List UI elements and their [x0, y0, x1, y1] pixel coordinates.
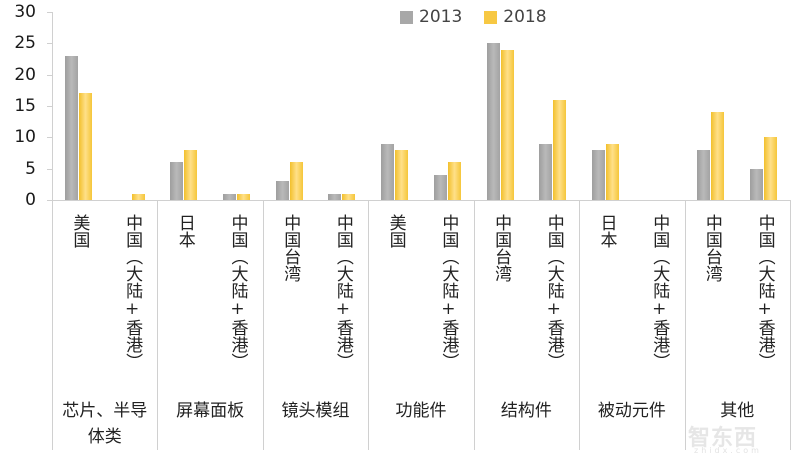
bar-2018 — [395, 149, 409, 200]
bar-2013 — [275, 181, 289, 200]
group-label: 被动元件 — [579, 398, 684, 424]
legend-swatch-2013 — [400, 10, 413, 24]
bar-2018 — [78, 93, 92, 200]
sub-category-label: 中国（大陆+香港） — [649, 214, 670, 370]
y-tick-mark — [47, 106, 52, 107]
sub-category-label: 中国台湾 — [491, 214, 512, 282]
sub-category-label: 日本 — [596, 214, 617, 248]
group-label: 屏幕面板 — [157, 398, 262, 424]
bar-2018 — [606, 143, 619, 200]
bar-2013 — [486, 43, 500, 200]
sub-category-label: 中国（大陆+香港） — [122, 214, 143, 370]
legend-swatch-2018 — [484, 10, 498, 24]
bar-2018 — [131, 193, 145, 200]
bar-2013 — [433, 174, 447, 200]
y-tick-mark — [47, 12, 52, 13]
bar-2013 — [697, 149, 711, 200]
group-separator — [579, 200, 581, 450]
legend-label-2018: 2018 — [503, 7, 547, 27]
group-label-line: 芯片、半导 — [62, 401, 148, 421]
y-tick-mark — [47, 74, 52, 76]
y-tick-label: 5 — [25, 158, 36, 179]
group-label-line: 屏幕面板 — [176, 401, 245, 421]
group-separator — [684, 200, 686, 450]
y-tick-mark — [47, 43, 52, 45]
sub-category-label: 中国（大陆+香港） — [543, 214, 564, 370]
y-tick-mark — [47, 168, 52, 170]
legend-item-2018: 2018 — [484, 7, 547, 27]
bar-2013 — [592, 149, 605, 200]
group-label: 其他 — [685, 398, 790, 424]
bar-2013 — [223, 193, 236, 200]
bar-2013 — [328, 193, 342, 200]
y-tick-mark — [47, 137, 52, 139]
group-separator — [790, 200, 791, 450]
legend-item-2013: 2013 — [400, 7, 462, 27]
y-tick-label: 15 — [14, 96, 36, 116]
group-separator — [473, 200, 475, 450]
bar-2018 — [711, 112, 725, 200]
bar-2018 — [184, 149, 198, 200]
group-label-line: 其他 — [720, 401, 755, 421]
legend: 2013 2018 — [400, 7, 561, 27]
sub-category-label: 中国（大陆+香港） — [438, 214, 459, 370]
y-tick-label: 25 — [14, 33, 36, 54]
bar-2013 — [170, 162, 184, 200]
group-separator — [52, 200, 53, 450]
y-tick-label: 30 — [14, 2, 36, 22]
sub-category-label: 美国 — [69, 214, 90, 248]
watermark-logo: 智东西 — [688, 426, 758, 451]
sub-category-label: 中国（大陆+香港） — [332, 214, 353, 370]
sub-category-label: 中国（大陆+香港） — [754, 214, 775, 370]
group-label: 功能件 — [368, 398, 473, 424]
group-label-line: 体类 — [87, 427, 122, 447]
group-label: 芯片、半导 体类 — [44, 398, 165, 450]
group-label-line: 功能件 — [395, 401, 447, 421]
bar-2013 — [539, 143, 553, 200]
bar-2018 — [447, 162, 461, 200]
bar-2013 — [64, 55, 78, 200]
bar-2018 — [237, 193, 250, 200]
bar-2018 — [500, 49, 514, 200]
x-axis-line — [52, 200, 790, 201]
watermark-url: zhidx.com — [694, 446, 762, 455]
sub-category-label: 中国（大陆+香港） — [227, 214, 248, 370]
sub-category-label: 日本 — [174, 214, 195, 248]
bar-2013 — [381, 143, 395, 200]
y-tick-label: 10 — [14, 127, 36, 148]
sub-category-label: 美国 — [385, 214, 406, 248]
y-tick-mark — [47, 200, 52, 201]
group-label-line: 被动元件 — [597, 401, 666, 421]
bar-2013 — [750, 168, 764, 200]
group-label: 镜头模组 — [263, 398, 368, 424]
group-label-line: 结构件 — [500, 401, 552, 421]
legend-label-2013: 2013 — [419, 7, 463, 27]
bar-2018 — [764, 137, 778, 200]
group-label-line: 镜头模组 — [281, 401, 350, 421]
y-axis-line — [52, 12, 53, 200]
sub-category-label: 中国台湾 — [701, 214, 722, 282]
group-separator — [157, 200, 159, 450]
sub-category-label: 中国台湾 — [280, 214, 301, 282]
y-tick-label: 0 — [25, 190, 36, 210]
bar-2018 — [289, 162, 303, 200]
bar-2018 — [553, 99, 567, 200]
group-separator — [368, 200, 370, 450]
bar-2018 — [342, 193, 356, 200]
group-label: 结构件 — [474, 398, 579, 424]
y-tick-label: 20 — [14, 64, 36, 85]
group-separator — [262, 200, 264, 450]
